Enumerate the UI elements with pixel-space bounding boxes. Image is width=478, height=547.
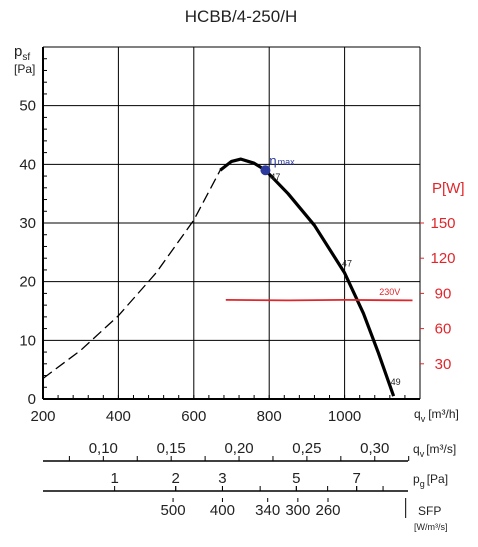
power-curve [225,298,413,302]
sfp-unit: [W/m³/s] [414,522,448,532]
secondary-scale-label: 0,25 [292,440,321,457]
power-axis-label: P[W] [432,180,465,197]
secondary-scales: 0,10 0,15 0,20 0,25 0,30 qv [m³/s] 1 2 3 5 7 pg [Pa] 5… [43,440,456,519]
secondary-scale-label: 0,20 [224,440,253,457]
chart-title: HCBB/4-250/H [185,7,297,26]
y-tick-label: 0 [28,391,36,408]
y-axis-unit: [Pa] [14,62,35,76]
x-tick-label: 400 [106,408,131,425]
y-tick-label: 30 [19,215,36,232]
secondary-scale-label: 1 [110,470,118,487]
secondary-scale-label: 5 [292,470,300,487]
sfp-value: 340 [255,502,280,519]
y-tick-label: 50 [19,98,36,115]
secondary-scale-label: 2 [172,470,180,487]
power-tick-label: 30 [435,356,452,373]
sfp-value: 400 [210,502,235,519]
y-tick-label: 40 [19,156,36,173]
secondary-scale-label: 0,10 [89,440,118,457]
grid [43,46,421,400]
curve-annotation: 230V [379,287,400,297]
sfp-value: 300 [285,502,310,519]
dashed-curve [42,169,221,380]
curve-annotation: 47 [342,258,352,268]
secondary-scale-label: 0,30 [360,440,389,457]
secondary-scale-unit: qv [m³/s] [413,442,456,459]
power-tick-label: 90 [435,285,452,302]
x-axis-label: qv [m³/h] [414,407,459,424]
eta-max-label: ηmax [269,153,295,168]
sfp-label: SFP [418,504,441,518]
sfp-value: 260 [315,502,340,519]
secondary-scale-unit: pg [Pa] [413,472,448,489]
y-tick-label: 20 [19,274,36,291]
power-tick-label: 60 [435,321,452,338]
curve-annotation: 47 [270,172,280,182]
curves: ηmax 47 47 49 230V [42,153,413,397]
x-tick-label: 800 [257,408,282,425]
power-tick-label: 120 [430,250,455,267]
sfp-value: 500 [161,502,186,519]
x-tick-label: 200 [30,408,55,425]
y-axis-label: psf [14,43,30,63]
x-tick-label: 1000 [328,408,361,425]
power-tick-label: 150 [430,215,455,232]
secondary-scale-label: 3 [218,470,226,487]
curve-annotation: 49 [391,377,401,387]
eta-max-point [260,165,271,176]
y-tick-label: 10 [19,332,36,349]
secondary-scale-label: 7 [352,470,360,487]
x-tick-label: 600 [181,408,206,425]
secondary-scale-label: 0,15 [157,440,186,457]
axes: 0 10 20 30 40 50 200 400 600 800 1000 150 120 90 60 30 [19,47,456,425]
fan-curve [219,157,396,397]
